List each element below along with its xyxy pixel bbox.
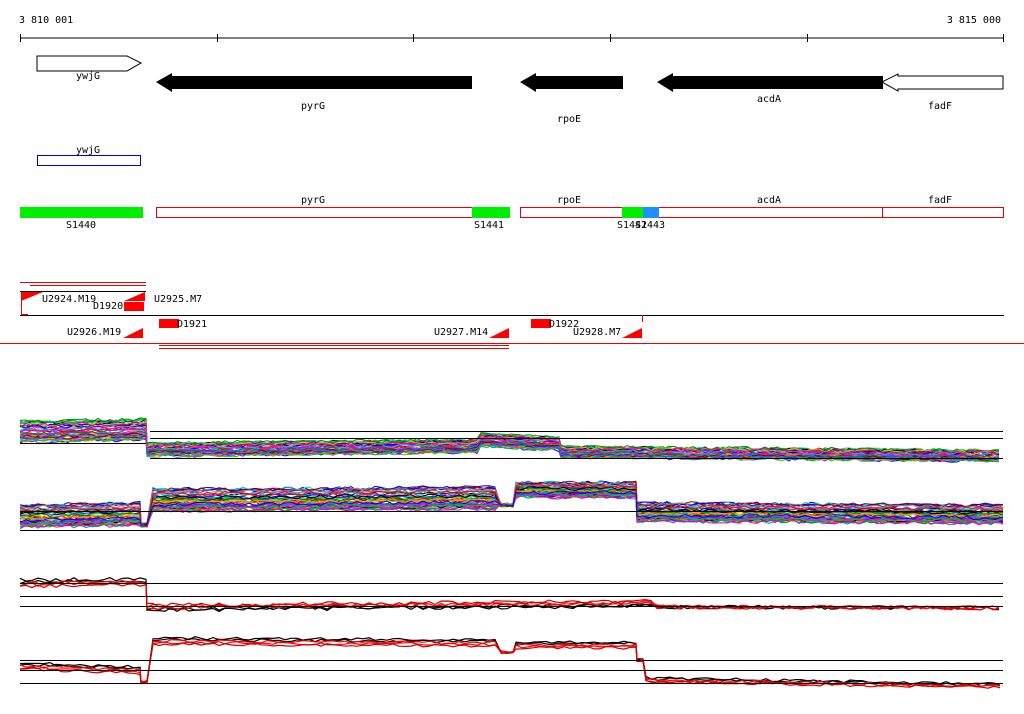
annotation-track: ywjG (37, 145, 141, 166)
feature-block-D1921[interactable] (159, 319, 179, 328)
gene-label: fadF (928, 101, 952, 112)
transcript-fadF[interactable] (882, 207, 1004, 218)
ruler-end-label: 3 815 000 (947, 15, 1001, 26)
feature-label: U2925.M7 (154, 294, 202, 305)
segment-S1441[interactable] (472, 207, 510, 218)
gene-track: ywjG pyrG rpoE acdA fadF (36, 55, 1004, 125)
ruler-start-label: 3 810 001 (19, 15, 73, 26)
expression-trace (19, 433, 1000, 461)
segment-S1440[interactable] (20, 207, 143, 218)
annotation-box-ywjG[interactable] (37, 155, 141, 166)
gene-arrow[interactable] (520, 73, 623, 92)
gene-label: ywjG (76, 71, 100, 82)
segment-label: S1443 (635, 220, 665, 231)
expression-trace (19, 582, 1000, 611)
gene-arrow[interactable] (36, 55, 143, 72)
feature-label: D1920 (93, 301, 123, 312)
transcript-label: acdA (757, 195, 781, 206)
transcript-label: fadF (928, 195, 952, 206)
feature-track: U2924.M19 U2925.M7 D1920 U2926.M19 D1921… (20, 282, 1004, 349)
gene-label: rpoE (557, 114, 581, 125)
feature-marker-U2926[interactable] (123, 328, 143, 338)
expression-trace (19, 417, 1000, 453)
segment-S1442[interactable] (622, 207, 643, 218)
segment-track: S1440 pyrG S1441 rpoE S1442 S1443 acdA f… (20, 195, 1004, 231)
expression-trace (19, 421, 1000, 455)
expression-trace (19, 490, 1004, 526)
gene-ywjG[interactable]: ywjG (36, 55, 143, 82)
feature-marker-U2924[interactable] (21, 292, 43, 301)
gene-fadF[interactable]: fadF (880, 73, 1004, 112)
expression-trace (19, 637, 1001, 687)
transcript-label: rpoE (557, 195, 581, 206)
segment-label: S1440 (66, 220, 96, 231)
expression-trace (19, 577, 1000, 613)
feature-label: U2924.M19 (42, 294, 96, 305)
gene-arrow[interactable] (880, 73, 1004, 92)
expression-trace (19, 640, 1001, 689)
gene-label: pyrG (301, 101, 325, 112)
expression-panel-3 (19, 577, 1003, 613)
feature-label: D1922 (549, 319, 579, 330)
feature-block-D1920[interactable] (124, 302, 144, 311)
gene-acdA[interactable]: acdA (657, 73, 883, 105)
coordinate-ruler: 3 810 001 3 815 000 (19, 15, 1004, 42)
feature-label: D1921 (177, 319, 207, 330)
segment-label: S1441 (474, 220, 504, 231)
feature-label: U2927.M14 (434, 327, 488, 338)
feature-marker-U2925[interactable] (124, 292, 145, 301)
feature-marker-U2928[interactable] (622, 328, 642, 338)
gene-pyrG[interactable]: pyrG (156, 73, 472, 112)
feature-marker-U2927[interactable] (489, 328, 509, 338)
feature-block-D1922[interactable] (531, 319, 551, 328)
expression-trace (19, 639, 1001, 688)
annotation-label: ywjG (76, 145, 100, 156)
transcript-label: pyrG (301, 195, 325, 206)
gene-arrow[interactable] (156, 73, 472, 92)
segment-S1443[interactable] (643, 207, 659, 218)
feature-label: U2926.M19 (67, 327, 121, 338)
expression-trace (19, 642, 1001, 689)
transcript-pyrG[interactable] (156, 207, 510, 218)
feature-label: U2928.M7 (573, 327, 621, 338)
expression-trace (19, 432, 1000, 461)
expression-panel-2 (19, 480, 1004, 531)
gene-arrow[interactable] (657, 73, 883, 92)
expression-panel-4 (19, 636, 1003, 689)
expression-panel-1 (19, 417, 1003, 463)
transcript-rpoE[interactable] (520, 207, 883, 218)
gene-rpoE[interactable]: rpoE (520, 73, 623, 125)
segment-label: S1442 (617, 220, 647, 231)
gene-label: acdA (757, 94, 781, 105)
